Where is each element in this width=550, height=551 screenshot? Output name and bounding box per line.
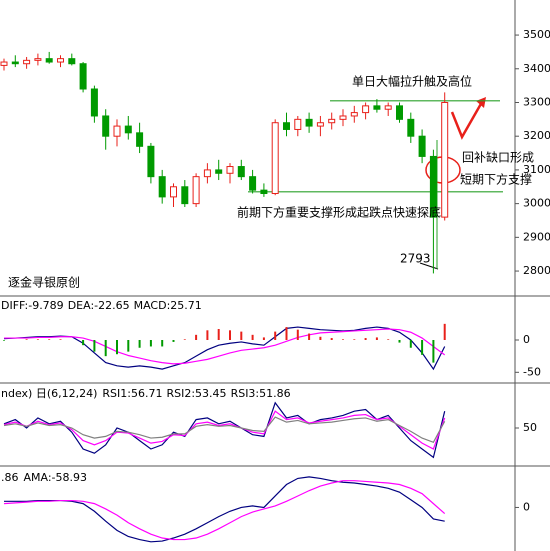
candle-body — [124, 125, 132, 134]
candle-body — [305, 118, 313, 127]
annotation: 短期下方支撑 — [460, 172, 532, 187]
candle-body — [170, 186, 177, 198]
candle-body — [90, 88, 98, 117]
candle-body — [271, 122, 279, 195]
candle-body — [158, 176, 166, 198]
annotation: 2793 — [400, 252, 431, 266]
indicator-line — [3, 480, 446, 541]
indicator-line — [3, 401, 446, 459]
low-pointer — [419, 262, 439, 270]
candle-body — [34, 58, 42, 61]
candle-body — [429, 155, 437, 218]
candle-body — [79, 63, 87, 90]
candle-body — [203, 169, 211, 178]
legend-entry: AMA:-58.93 — [24, 471, 88, 484]
legend-entry: RSI2:53.45 — [166, 387, 226, 400]
y-tick-label: 3500 — [523, 28, 550, 41]
candle-body — [260, 189, 268, 195]
candle-body — [396, 105, 403, 120]
indicator-line — [4, 328, 446, 365]
y-tick-label: 3000 — [523, 197, 550, 210]
candle-body — [113, 125, 121, 137]
candle-body — [294, 118, 302, 130]
indicator-line — [4, 476, 445, 543]
candle-body — [418, 135, 426, 157]
y-tick-label: 2800 — [523, 264, 550, 277]
candle-body — [362, 105, 370, 114]
legend-entry: DEA:-22.65 — [68, 299, 130, 312]
trend-arrow — [450, 101, 484, 140]
candle-body — [328, 118, 336, 124]
y-tick-label: 0 — [523, 333, 530, 346]
annotation: 逐金寻银原创 — [8, 275, 80, 290]
candle-body — [57, 58, 64, 63]
candle-body — [226, 166, 234, 174]
candle-body — [316, 122, 324, 127]
candle-body — [441, 101, 449, 218]
indicator-title: .86 — [1, 471, 19, 484]
candle-body — [68, 58, 76, 65]
candle-body — [147, 145, 155, 178]
y-tick-label: 3400 — [523, 62, 550, 75]
arrow-head — [476, 97, 486, 108]
candle-body — [11, 61, 19, 65]
candle-body — [215, 169, 223, 174]
y-tick-label: 3300 — [523, 95, 550, 108]
candle-body — [45, 58, 53, 63]
y-tick-label: 3200 — [523, 129, 550, 142]
candle-body — [23, 59, 31, 65]
indicator-line — [3, 410, 446, 450]
candle-body — [136, 132, 144, 147]
candle-body — [237, 166, 245, 178]
indicator-line — [3, 416, 446, 444]
candle-body — [350, 112, 358, 117]
y-tick-label: 50 — [523, 421, 537, 434]
candle-body — [192, 176, 200, 205]
candle-body — [0, 61, 8, 66]
legend-entry: DIFF:-9.789 — [1, 299, 64, 312]
indicator-title: ndex) 日(6,12,24) — [1, 387, 97, 400]
candle-body — [384, 105, 392, 110]
y-tick-label: 3100 — [523, 163, 550, 176]
candle-body — [283, 122, 290, 130]
annotation: 单日大幅拉升触及高位 — [352, 74, 472, 89]
y-tick-label: 2900 — [523, 230, 550, 243]
annotation: 回补缺口形成 — [462, 150, 534, 165]
candle-body — [339, 115, 347, 120]
annotation: 前期下方重要支撑形成起跌点快速探底 — [237, 205, 441, 220]
candle-body — [373, 105, 381, 110]
legend-entry: RSI1:56.71 — [102, 387, 162, 400]
candle-body — [249, 176, 257, 191]
y-tick-label: -50 — [523, 365, 541, 378]
candle-body — [407, 118, 415, 137]
y-tick-label: 0 — [523, 500, 530, 513]
indicator-line — [3, 326, 446, 371]
legend-entry: MACD:25.71 — [134, 299, 202, 312]
candle-body — [102, 115, 110, 137]
candle-body — [181, 186, 189, 205]
legend-entry: RSI3:51.86 — [231, 387, 291, 400]
